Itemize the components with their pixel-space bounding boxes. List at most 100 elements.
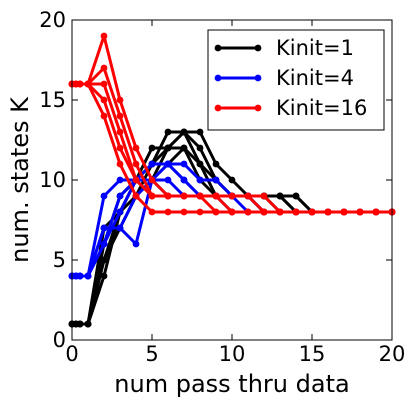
data-point <box>212 160 220 168</box>
legend-marker <box>254 74 262 82</box>
data-point <box>260 208 268 216</box>
data-point <box>148 176 156 184</box>
data-point <box>116 128 124 136</box>
legend-marker <box>214 104 222 112</box>
data-point <box>100 192 108 200</box>
y-axis-label: num. states K <box>6 96 34 263</box>
data-point <box>100 272 108 280</box>
legend: Kinit=1 Kinit=4 Kinit=16 <box>207 29 385 131</box>
data-point <box>116 208 124 216</box>
data-point <box>76 80 84 88</box>
legend-entry: Kinit=16 <box>214 96 367 120</box>
data-point <box>228 176 236 184</box>
data-point <box>340 208 348 216</box>
data-point <box>228 192 236 200</box>
data-point <box>244 208 252 216</box>
legend-marker <box>214 74 222 82</box>
legend-entry: Kinit=1 <box>214 36 354 60</box>
legend-marker <box>254 104 262 112</box>
y-tick-label: 0 <box>53 328 66 352</box>
data-point <box>100 112 108 120</box>
data-point <box>164 176 172 184</box>
x-tick-label: 0 <box>65 342 78 366</box>
data-point <box>116 192 124 200</box>
data-point <box>148 160 156 168</box>
data-point <box>292 192 300 200</box>
legend-label: Kinit=16 <box>276 96 367 120</box>
x-tick-label: 20 <box>379 342 406 366</box>
y-tick-label: 10 <box>39 168 66 192</box>
series-layer <box>68 32 396 328</box>
legend-label: Kinit=1 <box>276 36 354 60</box>
data-point <box>132 176 140 184</box>
data-point <box>260 192 268 200</box>
data-point <box>116 224 124 232</box>
data-point <box>228 208 236 216</box>
data-point <box>132 144 140 152</box>
data-point <box>116 160 124 168</box>
data-point <box>164 192 172 200</box>
data-point <box>100 256 108 264</box>
data-point <box>180 160 188 168</box>
data-point <box>100 96 108 104</box>
data-point <box>132 192 140 200</box>
data-point <box>180 144 188 152</box>
x-tick-label: 10 <box>219 342 246 366</box>
data-point <box>148 144 156 152</box>
data-point <box>212 192 220 200</box>
axis-layer: 0 5 10 15 20 0 5 10 15 20 <box>39 8 405 366</box>
data-point <box>180 176 188 184</box>
legend-entry: Kinit=4 <box>214 66 354 90</box>
legend-entries: Kinit=1 Kinit=4 Kinit=16 <box>214 36 367 120</box>
data-point <box>100 80 108 88</box>
y-tick-label: 5 <box>53 248 66 272</box>
data-point <box>180 192 188 200</box>
data-point <box>164 128 172 136</box>
data-point <box>148 208 156 216</box>
data-point <box>84 272 92 280</box>
data-point <box>116 176 124 184</box>
data-point <box>276 208 284 216</box>
x-axis-label: num pass thru data <box>114 370 349 398</box>
legend-label: Kinit=4 <box>276 66 354 90</box>
data-point <box>292 208 300 216</box>
data-point <box>196 208 204 216</box>
data-point <box>196 192 204 200</box>
data-point <box>116 96 124 104</box>
data-point <box>132 240 140 248</box>
data-point <box>100 64 108 72</box>
data-point <box>180 208 188 216</box>
data-point <box>212 208 220 216</box>
data-point <box>132 160 140 168</box>
data-point <box>148 192 156 200</box>
data-point <box>196 144 204 152</box>
data-point <box>196 176 204 184</box>
data-point <box>372 208 380 216</box>
data-point <box>196 160 204 168</box>
series-line <box>72 146 392 326</box>
data-point <box>84 80 92 88</box>
x-tick-label: 15 <box>299 342 326 366</box>
data-point <box>100 32 108 40</box>
data-point <box>244 192 252 200</box>
data-point <box>324 208 332 216</box>
data-point <box>84 320 92 328</box>
data-point <box>116 144 124 152</box>
data-point <box>164 208 172 216</box>
data-point <box>212 176 220 184</box>
legend-marker <box>254 44 262 52</box>
series-line <box>72 146 392 326</box>
series-5 <box>68 144 396 328</box>
data-point <box>76 272 84 280</box>
data-point <box>100 240 108 248</box>
data-point <box>196 128 204 136</box>
y-tick-label: 20 <box>39 8 66 32</box>
data-point <box>356 208 364 216</box>
data-point <box>308 208 316 216</box>
data-point <box>164 160 172 168</box>
legend-marker <box>214 44 222 52</box>
data-point <box>116 112 124 120</box>
data-point <box>100 224 108 232</box>
y-tick-label: 15 <box>39 88 66 112</box>
